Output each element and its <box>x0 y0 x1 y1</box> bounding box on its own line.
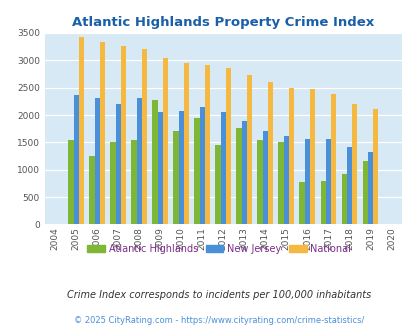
Bar <box>304 139 309 224</box>
Bar <box>299 182 304 224</box>
Bar <box>94 98 100 224</box>
Bar <box>309 89 314 224</box>
Bar <box>100 42 105 224</box>
Bar <box>262 131 267 224</box>
Bar <box>346 147 351 224</box>
Legend: Atlantic Highlands, New Jersey, National: Atlantic Highlands, New Jersey, National <box>83 240 354 257</box>
Bar <box>283 136 288 224</box>
Text: © 2025 CityRating.com - https://www.cityrating.com/crime-statistics/: © 2025 CityRating.com - https://www.city… <box>74 316 364 325</box>
Bar <box>220 112 225 224</box>
Text: Crime Index corresponds to incidents per 100,000 inhabitants: Crime Index corresponds to incidents per… <box>67 290 371 300</box>
Bar <box>320 181 325 224</box>
Bar <box>351 104 356 224</box>
Bar <box>157 112 162 224</box>
Bar <box>215 145 220 224</box>
Bar <box>257 140 262 224</box>
Bar <box>136 98 141 224</box>
Bar <box>372 109 377 224</box>
Bar <box>68 140 73 224</box>
Bar <box>162 58 168 224</box>
Bar <box>246 75 252 224</box>
Bar <box>278 142 283 224</box>
Bar <box>236 128 241 224</box>
Bar <box>241 121 246 224</box>
Bar <box>115 104 121 224</box>
Bar <box>131 140 136 224</box>
Bar <box>325 139 330 224</box>
Bar <box>73 95 79 224</box>
Title: Atlantic Highlands Property Crime Index: Atlantic Highlands Property Crime Index <box>72 16 373 29</box>
Bar <box>178 111 183 224</box>
Bar <box>330 94 335 224</box>
Bar <box>110 142 115 224</box>
Bar <box>367 152 372 224</box>
Bar <box>121 46 126 224</box>
Bar <box>199 107 205 224</box>
Bar <box>89 156 94 224</box>
Bar <box>362 161 367 224</box>
Bar <box>225 68 230 224</box>
Bar <box>152 100 157 224</box>
Bar <box>194 118 199 224</box>
Bar <box>341 174 346 224</box>
Bar <box>79 37 84 224</box>
Bar <box>205 65 210 224</box>
Bar <box>141 49 147 224</box>
Bar <box>173 131 178 224</box>
Bar <box>267 82 273 224</box>
Bar <box>183 62 189 224</box>
Bar <box>288 88 294 224</box>
